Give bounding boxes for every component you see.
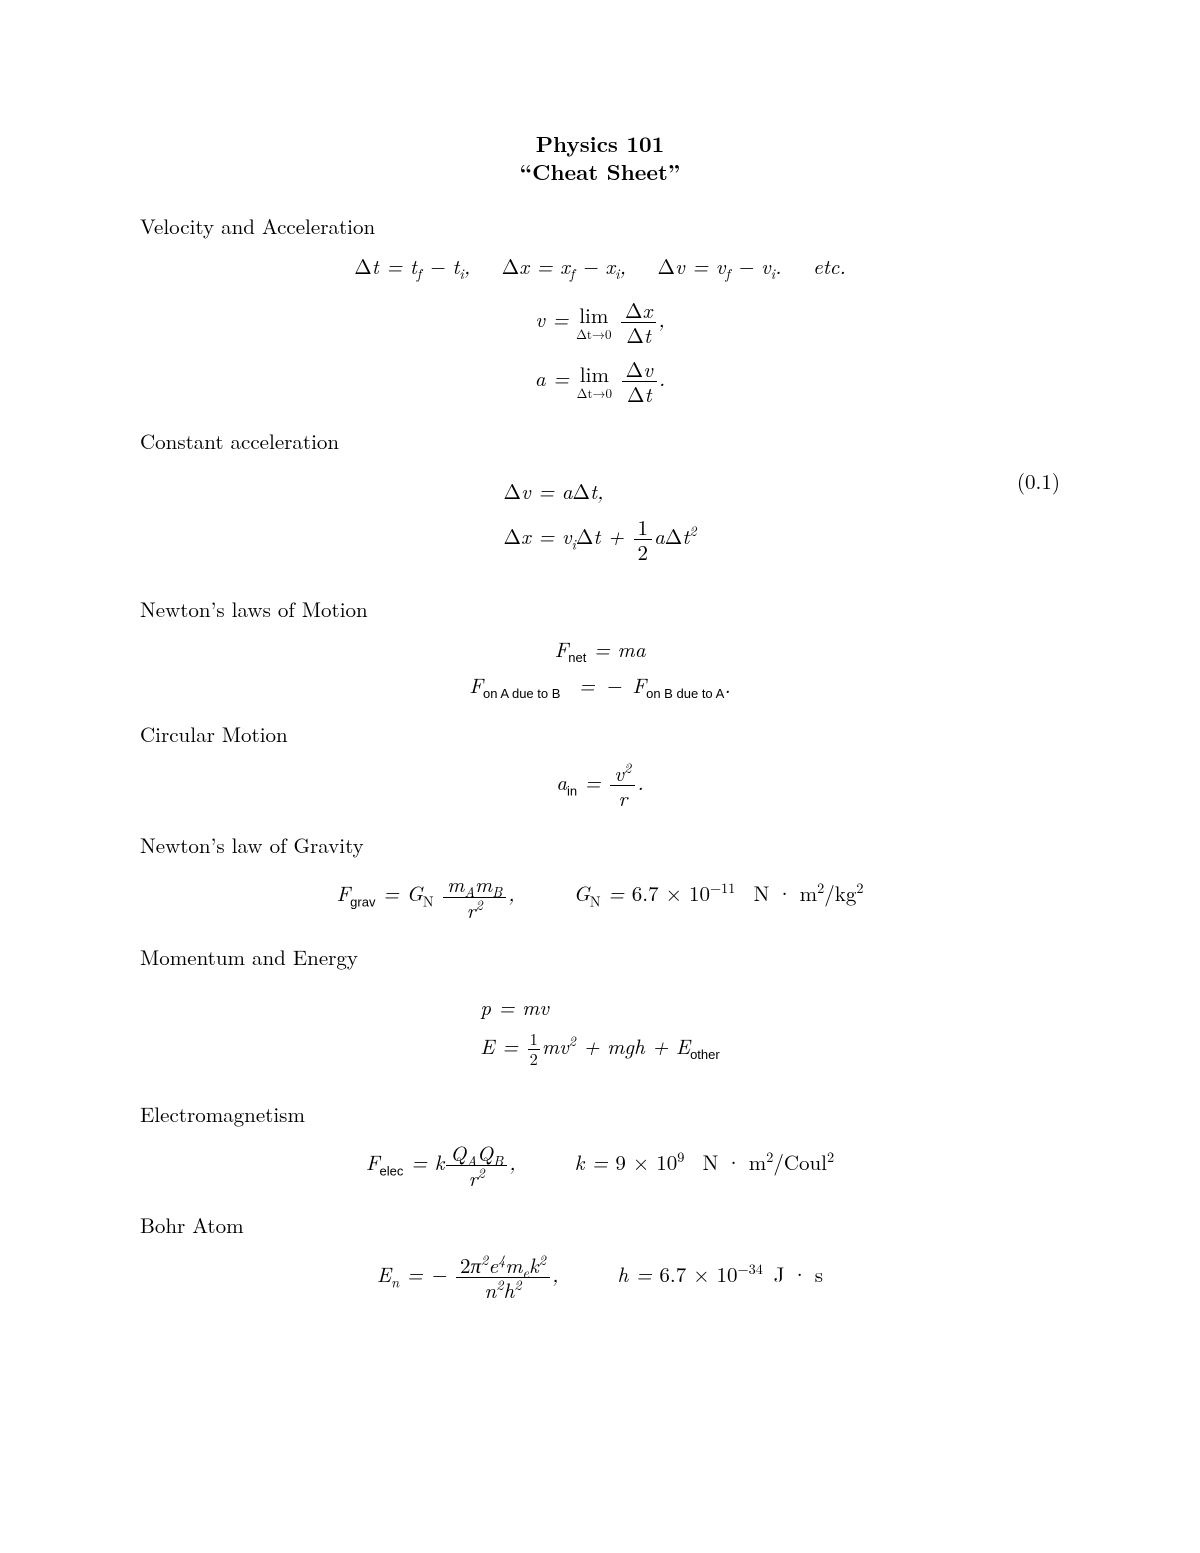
heading-gravity: Newton’s law of Gravity (140, 832, 1060, 858)
sub-on-b: on B due to A (646, 687, 724, 702)
lim-sub-2: Δt→0 (577, 385, 612, 401)
heading-newton-motion: Newton’s laws of Motion (140, 596, 1060, 622)
sub-grav: grav (350, 895, 375, 910)
eq-tag-01: (0.1) (1017, 468, 1060, 494)
sub-elec: elec (380, 1163, 404, 1178)
title-line-1: Physics 101 (140, 130, 1060, 158)
heading-em: Electromagnetism (140, 1101, 1060, 1127)
eq-momentum: p = mv E = 12mv2 + mgh + Eother (140, 984, 1060, 1079)
eq-velocity-limits: v = limΔt→0 ΔxΔt, a = limΔt→0 ΔvΔt. (140, 298, 1060, 407)
heading-circular: Circular Motion (140, 721, 1060, 747)
sub-other: other (690, 1047, 720, 1062)
eq-const-accel: (0.1) Δv = aΔt, Δx = viΔt + 12aΔt2 (140, 468, 1060, 574)
eq-gravity: Fgrav = GN mAmBr2, GN = 6.7 × 10−11 N · … (140, 872, 1060, 921)
eq-newton-motion: Fnet = ma Fon A due to B = − Fon B due t… (140, 636, 1060, 699)
eq-em: Felec = kQAQBr2, k = 9 × 109 N · m2/Coul… (140, 1141, 1060, 1190)
heading-bohr: Bohr Atom (140, 1212, 1060, 1238)
page: Physics 101 “Cheat Sheet” Velocity and A… (0, 0, 1200, 1553)
heading-velocity: Velocity and Acceleration (140, 213, 1060, 239)
title-block: Physics 101 “Cheat Sheet” (140, 130, 1060, 185)
sub-on-a: on A due to B (483, 687, 560, 702)
etc-text: etc. (813, 251, 846, 281)
eq-bohr: En = − 2π2e4mek2 n2h2 , h = 6.7 × 10−34 … (140, 1253, 1060, 1302)
lim-sub-1: Δt→0 (576, 326, 611, 342)
eq-velocity-deltas: Δt = tf − ti, Δx = xf − xi, Δv = vf − vi… (140, 253, 1060, 279)
sub-in: in (567, 783, 577, 798)
eq-circular: ain = v2r. (140, 761, 1060, 810)
heading-momentum: Momentum and Energy (140, 944, 1060, 970)
sub-net: net (568, 650, 586, 665)
heading-const-accel: Constant acceleration (140, 428, 1060, 454)
title-line-2: “Cheat Sheet” (140, 158, 1060, 186)
